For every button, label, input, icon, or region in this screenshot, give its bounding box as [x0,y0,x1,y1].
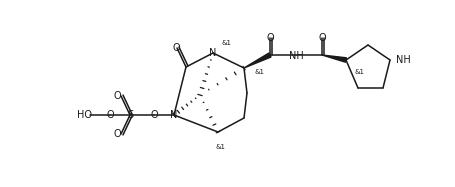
Polygon shape [321,55,346,62]
Text: &1: &1 [254,69,264,75]
Polygon shape [243,53,270,68]
Text: &1: &1 [216,144,226,150]
Text: O: O [150,110,157,120]
Text: O: O [172,43,179,53]
Text: NH: NH [395,55,410,65]
Text: O: O [318,33,325,43]
Text: &1: &1 [354,69,364,75]
Text: &1: &1 [222,40,232,46]
Text: N: N [170,110,177,120]
Text: O: O [106,110,114,120]
Text: NH: NH [288,51,303,61]
Text: O: O [266,33,273,43]
Text: O: O [113,129,121,139]
Text: O: O [113,91,121,101]
Text: N: N [209,48,216,58]
Text: HO: HO [77,110,92,120]
Text: S: S [126,110,133,120]
